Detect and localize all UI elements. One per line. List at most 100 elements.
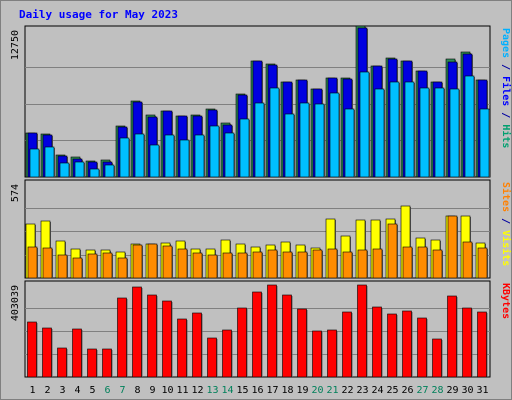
bar-kbytes-11 bbox=[177, 318, 187, 378]
x-tick-label-8: 8 bbox=[134, 385, 140, 396]
bar-kbytes-5 bbox=[87, 348, 97, 378]
bar-pages-29 bbox=[449, 88, 460, 178]
bar-pages-3 bbox=[59, 162, 70, 178]
bar-sites-28 bbox=[432, 249, 443, 279]
x-tick-label-24: 24 bbox=[371, 385, 383, 396]
x-tick-label-6: 6 bbox=[104, 385, 110, 396]
bar-sites-10 bbox=[162, 245, 173, 279]
bar-sites-1 bbox=[27, 246, 38, 279]
bar-kbytes-12 bbox=[192, 312, 202, 378]
legend-visits-2: Visits bbox=[500, 230, 512, 266]
x-tick-label-15: 15 bbox=[236, 385, 248, 396]
bar-pages-22 bbox=[344, 108, 355, 178]
bar-kbytes-2 bbox=[42, 327, 52, 378]
bar-sites-3 bbox=[57, 254, 68, 279]
x-tick-label-9: 9 bbox=[149, 385, 155, 396]
series-sites bbox=[27, 215, 488, 279]
bar-sites-20 bbox=[312, 249, 323, 279]
bar-kbytes-8 bbox=[132, 286, 142, 378]
bar-pages-20 bbox=[314, 103, 325, 178]
legend-hits-3: / bbox=[500, 106, 511, 124]
x-tick-label-23: 23 bbox=[356, 385, 368, 396]
x-tick-label-4: 4 bbox=[74, 385, 80, 396]
bar-sites-30 bbox=[462, 241, 473, 279]
x-tick-label-17: 17 bbox=[266, 385, 278, 396]
bar-pages-24 bbox=[374, 88, 385, 178]
x-tick-label-26: 26 bbox=[401, 385, 413, 396]
bar-kbytes-23 bbox=[357, 284, 367, 378]
bar-pages-12 bbox=[194, 134, 205, 178]
panel-visits-max-label: 574 bbox=[10, 184, 21, 202]
bar-pages-25 bbox=[389, 81, 400, 178]
bar-kbytes-26 bbox=[402, 310, 412, 378]
bar-sites-22 bbox=[342, 251, 353, 279]
panel-visits-legend: Sites / Visits bbox=[500, 182, 512, 266]
bar-sites-9 bbox=[147, 243, 158, 279]
bar-kbytes-21 bbox=[327, 329, 337, 378]
bar-kbytes-25 bbox=[387, 313, 397, 378]
x-tick-label-14: 14 bbox=[221, 385, 233, 396]
panel-hits: 12750 Pages / Files / Hits bbox=[10, 25, 512, 178]
x-tick-label-3: 3 bbox=[59, 385, 65, 396]
bar-kbytes-17 bbox=[267, 284, 277, 378]
bar-pages-18 bbox=[284, 113, 295, 178]
bar-sites-25 bbox=[387, 223, 398, 279]
bar-kbytes-1 bbox=[27, 321, 37, 378]
bar-kbytes-19 bbox=[297, 308, 307, 378]
bar-kbytes-7 bbox=[117, 297, 127, 378]
bar-sites-19 bbox=[297, 251, 308, 279]
bar-kbytes-24 bbox=[372, 306, 382, 378]
bar-kbytes-31 bbox=[477, 311, 487, 378]
bar-pages-1 bbox=[29, 148, 40, 178]
bar-sites-7 bbox=[117, 257, 128, 279]
bar-kbytes-13 bbox=[207, 337, 217, 378]
bar-pages-2 bbox=[44, 146, 55, 178]
x-tick-label-11: 11 bbox=[176, 385, 188, 396]
bar-pages-19 bbox=[299, 102, 310, 178]
bar-sites-4 bbox=[72, 257, 83, 279]
x-tick-label-20: 20 bbox=[311, 385, 323, 396]
chart-title: Daily usage for May 2023 bbox=[19, 8, 178, 21]
bar-pages-6 bbox=[104, 164, 115, 178]
bar-pages-8 bbox=[134, 133, 145, 178]
bar-pages-11 bbox=[179, 139, 190, 178]
panel-kbytes-legend: KBytes bbox=[500, 283, 511, 319]
legend-kbytes-0: KBytes bbox=[500, 283, 511, 319]
x-tick-label-1: 1 bbox=[29, 385, 35, 396]
x-tick-label-2: 2 bbox=[44, 385, 50, 396]
bar-sites-18 bbox=[282, 251, 293, 279]
panel-hits-max-label: 12750 bbox=[10, 30, 21, 60]
bar-kbytes-29 bbox=[447, 295, 457, 378]
bar-kbytes-14 bbox=[222, 329, 232, 378]
x-tick-label-25: 25 bbox=[386, 385, 398, 396]
legend-hits-2: Files bbox=[500, 76, 512, 106]
bar-sites-17 bbox=[267, 249, 278, 279]
x-tick-label-31: 31 bbox=[476, 385, 488, 396]
bar-pages-26 bbox=[404, 81, 415, 178]
bar-sites-26 bbox=[402, 246, 413, 279]
bar-sites-6 bbox=[102, 252, 113, 279]
bar-kbytes-18 bbox=[282, 294, 292, 378]
bar-sites-31 bbox=[477, 247, 488, 279]
x-tick-label-16: 16 bbox=[251, 385, 263, 396]
bar-pages-9 bbox=[149, 144, 160, 178]
bar-sites-12 bbox=[192, 252, 203, 279]
bar-sites-5 bbox=[87, 253, 98, 279]
bar-sites-27 bbox=[417, 246, 428, 279]
bar-sites-15 bbox=[237, 252, 248, 279]
panel-visits: 574 Sites / Visits bbox=[10, 179, 512, 279]
series-pages bbox=[29, 71, 490, 178]
bar-kbytes-9 bbox=[147, 294, 157, 378]
bar-kbytes-6 bbox=[102, 348, 112, 378]
bar-sites-11 bbox=[177, 248, 188, 279]
legend-hits-1: / bbox=[500, 58, 511, 76]
bar-kbytes-30 bbox=[462, 307, 472, 378]
bar-kbytes-15 bbox=[237, 307, 247, 378]
x-tick-label-30: 30 bbox=[461, 385, 473, 396]
bar-pages-7 bbox=[119, 137, 130, 178]
bar-pages-5 bbox=[89, 168, 100, 178]
legend-visits-1: / bbox=[500, 212, 511, 230]
bar-pages-4 bbox=[74, 161, 85, 178]
x-tick-label-12: 12 bbox=[191, 385, 203, 396]
bar-kbytes-22 bbox=[342, 311, 352, 378]
